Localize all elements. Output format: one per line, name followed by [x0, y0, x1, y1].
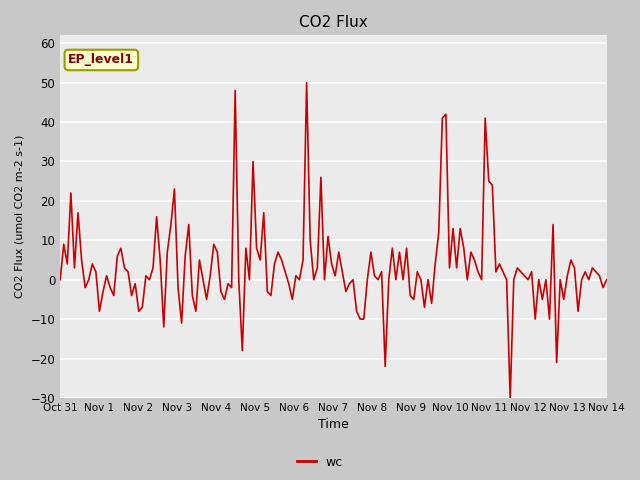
X-axis label: Time: Time [318, 419, 349, 432]
Y-axis label: CO2 Flux (umol CO2 m-2 s-1): CO2 Flux (umol CO2 m-2 s-1) [15, 135, 25, 299]
Title: CO2 Flux: CO2 Flux [299, 15, 368, 30]
Legend: wc: wc [292, 451, 348, 474]
Text: EP_level1: EP_level1 [68, 53, 134, 66]
